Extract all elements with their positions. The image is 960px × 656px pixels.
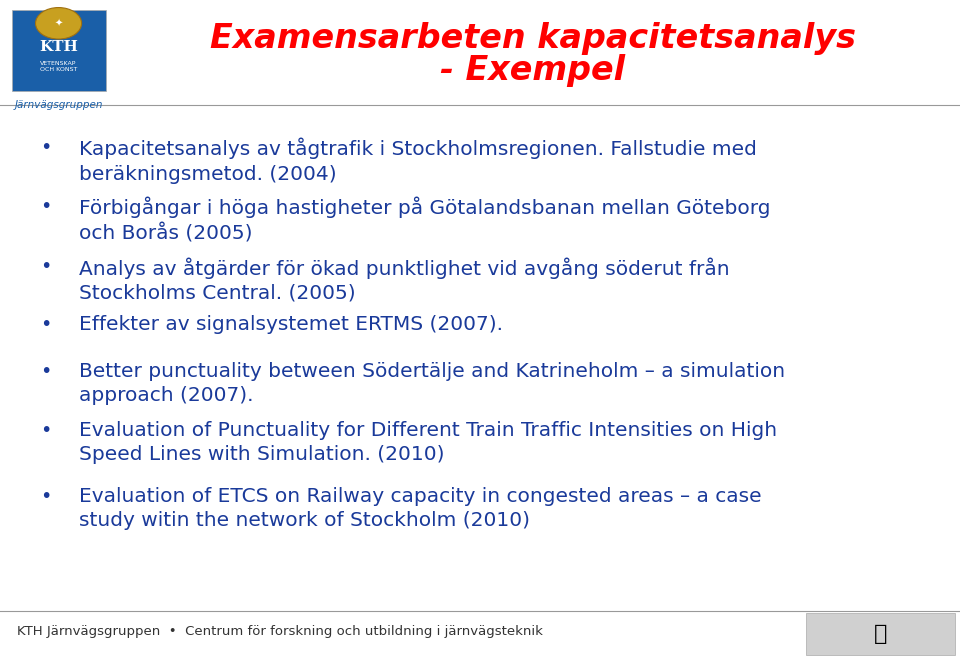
Text: Järnvägsgruppen: Järnvägsgruppen [14,100,103,110]
Text: •: • [40,421,52,440]
Text: Evaluation of ETCS on Railway capacity in congested areas – a case
study witin t: Evaluation of ETCS on Railway capacity i… [79,487,761,530]
Text: •: • [40,257,52,276]
Text: VETENSKAP
OCH KONST: VETENSKAP OCH KONST [40,61,77,72]
Text: ✦: ✦ [55,18,62,28]
Text: Effekter av signalsystemet ERTMS (2007).: Effekter av signalsystemet ERTMS (2007). [79,315,503,334]
Text: Analys av åtgärder för ökad punktlighet vid avgång söderut från
Stockholms Centr: Analys av åtgärder för ökad punktlighet … [79,257,730,303]
Text: Better punctuality between Södertälje and Katrineholm – a simulation
approach (2: Better punctuality between Södertälje an… [79,362,785,405]
Text: Examensarbeten kapacitetsanalys: Examensarbeten kapacitetsanalys [210,22,855,54]
FancyBboxPatch shape [806,613,955,655]
Text: •: • [40,197,52,216]
Circle shape [36,8,82,39]
Text: •: • [40,315,52,334]
Text: •: • [40,362,52,381]
Text: •: • [40,138,52,157]
Text: KTH Järnvägsgruppen  •  Centrum för forskning och utbildning i järnvägsteknik: KTH Järnvägsgruppen • Centrum för forskn… [17,625,543,638]
FancyBboxPatch shape [12,10,106,91]
Text: Kapacitetsanalys av tågtrafik i Stockholmsregionen. Fallstudie med
beräkningsmet: Kapacitetsanalys av tågtrafik i Stockhol… [79,138,756,184]
Text: KTH: KTH [39,39,78,54]
Text: Förbigångar i höga hastigheter på Götalandsbanan mellan Göteborg
och Borås (2005: Förbigångar i höga hastigheter på Götala… [79,197,770,244]
Text: 🚆: 🚆 [874,624,887,644]
Text: - Exempel: - Exempel [441,54,625,87]
Text: •: • [40,487,52,506]
Text: Evaluation of Punctuality for Different Train Traffic Intensities on High
Speed : Evaluation of Punctuality for Different … [79,421,777,464]
